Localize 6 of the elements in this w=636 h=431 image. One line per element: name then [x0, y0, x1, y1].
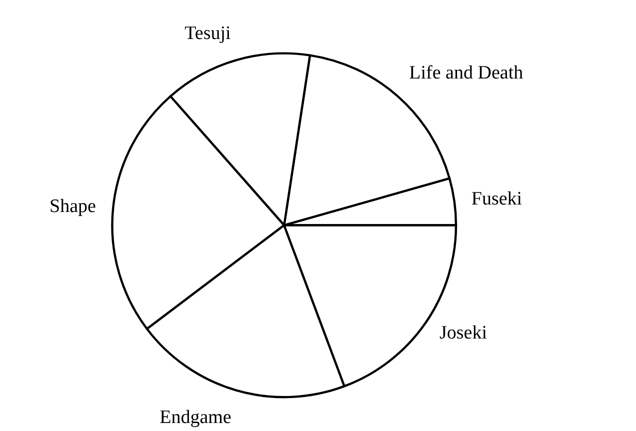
slice-label: Endgame	[160, 406, 232, 428]
slice-label: Joseki	[440, 322, 487, 344]
slice-label: Life and Death	[409, 62, 524, 84]
slice-label: Tesuji	[184, 22, 231, 44]
slice-label: Shape	[50, 196, 96, 217]
slice-label: Fuseki	[471, 188, 522, 210]
